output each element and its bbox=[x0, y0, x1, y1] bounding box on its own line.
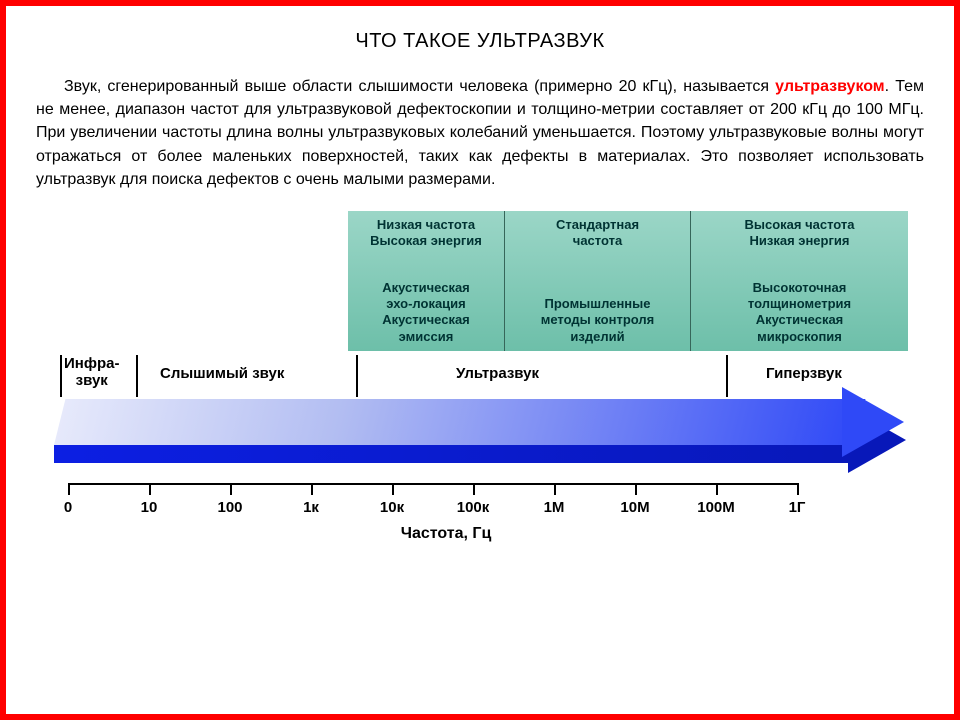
info-panel-col-2: Высокая частота Низкая энергия Высокоточн… bbox=[690, 211, 908, 351]
axis-tick-label-0: 0 bbox=[64, 499, 72, 516]
axis-tick-label-6: 1М bbox=[544, 499, 565, 516]
category-separator-0 bbox=[60, 355, 62, 397]
axis-title: Частота, Гц bbox=[36, 525, 856, 543]
axis-tick-label-3: 1к bbox=[303, 499, 319, 516]
spectrum-category-0: Инфра- звук bbox=[64, 355, 119, 389]
axis-tick-label-2: 100 bbox=[217, 499, 242, 516]
spectrum-category-1: Слышимый звук bbox=[160, 365, 284, 382]
frequency-arrow bbox=[54, 399, 914, 479]
page-title: ЧТО ТАКОЕ УЛЬТРАЗВУК bbox=[36, 30, 924, 53]
axis-tick-7 bbox=[635, 483, 637, 495]
body-paragraph: Звук, сгенерированный выше области слыши… bbox=[36, 75, 924, 191]
axis-tick-8 bbox=[716, 483, 718, 495]
spectrum-category-row: Инфра- звук Слышимый звук Ультразвук Гиперз… bbox=[36, 357, 924, 397]
axis-tick-2 bbox=[230, 483, 232, 495]
arrow-head bbox=[842, 387, 904, 457]
info-col-bottom: Высокоточная толщинометрия Акустическая … bbox=[699, 280, 900, 345]
category-separator-2 bbox=[356, 355, 358, 397]
axis-tick-1 bbox=[149, 483, 151, 495]
axis-tick-6 bbox=[554, 483, 556, 495]
usage-info-panel: Низкая частота Высокая энергия Акустическ… bbox=[348, 211, 908, 351]
info-col-top: Низкая частота Высокая энергия bbox=[356, 217, 496, 250]
info-col-bottom: Акустическая эхо-локация Акустическая эм… bbox=[356, 280, 496, 345]
axis-tick-9 bbox=[797, 483, 799, 495]
info-col-top: Стандартная частота bbox=[513, 217, 682, 250]
spectrum-category-2: Ультразвук bbox=[456, 365, 539, 382]
info-panel-col-0: Низкая частота Высокая энергия Акустическ… bbox=[348, 211, 504, 351]
info-col-top: Высокая частота Низкая энергия bbox=[699, 217, 900, 250]
axis-line bbox=[68, 483, 798, 485]
axis-tick-3 bbox=[311, 483, 313, 495]
axis-tick-label-9: 1Г bbox=[789, 499, 806, 516]
info-col-bottom: Промышленные методы контроля изделий bbox=[513, 296, 682, 345]
arrow-top-face bbox=[54, 399, 865, 445]
info-panel-col-1: Стандартная частота Промышленные методы к… bbox=[504, 211, 690, 351]
keyword-ultrasound: ультразвуком bbox=[775, 78, 884, 95]
paragraph-pre: Звук, сгенерированный выше области слыши… bbox=[64, 78, 775, 95]
spectrum-category-3: Гиперзвук bbox=[766, 365, 842, 382]
axis-tick-4 bbox=[392, 483, 394, 495]
axis-tick-label-7: 10М bbox=[620, 499, 649, 516]
category-separator-1 bbox=[136, 355, 138, 397]
category-separator-3 bbox=[726, 355, 728, 397]
axis-tick-label-4: 10к bbox=[380, 499, 404, 516]
arrow-side-face bbox=[54, 445, 854, 463]
axis-tick-label-8: 100М bbox=[697, 499, 735, 516]
axis-tick-label-1: 10 bbox=[141, 499, 158, 516]
frequency-diagram: Низкая частота Высокая энергия Акустическ… bbox=[36, 211, 924, 591]
slide-frame: ЧТО ТАКОЕ УЛЬТРАЗВУК Звук, сгенерированн… bbox=[0, 0, 960, 720]
axis-tick-label-5: 100к bbox=[457, 499, 490, 516]
axis-tick-5 bbox=[473, 483, 475, 495]
axis-tick-0 bbox=[68, 483, 70, 495]
